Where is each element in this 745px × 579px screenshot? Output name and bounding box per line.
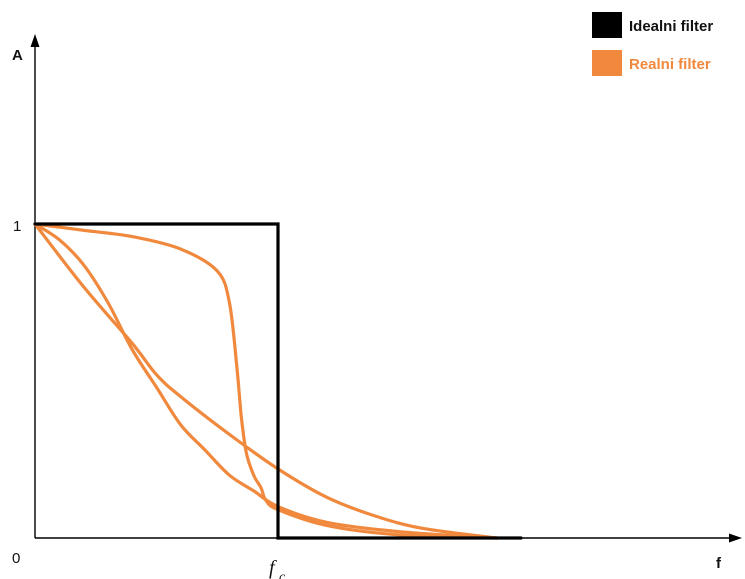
y-tick-label-1: 1 bbox=[13, 218, 21, 235]
legend-swatch-real bbox=[592, 50, 622, 76]
axes bbox=[30, 34, 742, 543]
fc-label-sub: c bbox=[279, 570, 286, 579]
x-axis-label: f bbox=[716, 555, 722, 572]
origin-label: 0 bbox=[12, 550, 20, 567]
legend: Idealni filter Realni filter bbox=[592, 12, 713, 76]
series-line-real-filter-2 bbox=[33, 222, 499, 540]
x-axis-arrow-icon bbox=[729, 533, 742, 543]
series-line-real-filter-3 bbox=[33, 222, 499, 540]
fc-label-main: f bbox=[269, 557, 277, 579]
series-layer bbox=[33, 222, 523, 540]
cutoff-frequency-label: f c bbox=[269, 557, 286, 579]
legend-label-real: Realni filter bbox=[629, 56, 711, 73]
legend-swatch-ideal bbox=[592, 12, 622, 38]
series-line-ideal-filter bbox=[33, 222, 523, 540]
y-axis-arrow-icon bbox=[30, 34, 40, 47]
legend-label-ideal: Idealni filter bbox=[629, 18, 713, 35]
y-axis-label: A bbox=[12, 47, 23, 64]
series-line-real-filter-1 bbox=[33, 222, 499, 540]
